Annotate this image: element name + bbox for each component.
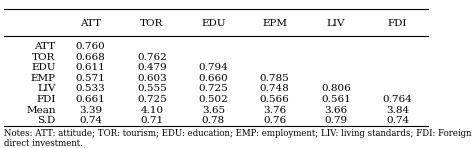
Text: 3.65: 3.65: [202, 106, 225, 115]
Text: S.D: S.D: [37, 116, 55, 125]
Text: EPM: EPM: [262, 19, 287, 28]
Text: 0.555: 0.555: [137, 84, 167, 93]
Text: 0.760: 0.760: [76, 42, 106, 51]
Text: 0.561: 0.561: [321, 95, 351, 104]
Text: EMP: EMP: [31, 74, 55, 83]
Text: 0.806: 0.806: [321, 84, 351, 93]
Text: Mean: Mean: [26, 106, 55, 115]
Text: 0.661: 0.661: [76, 95, 106, 104]
Text: EDU: EDU: [31, 63, 55, 72]
Text: EDU: EDU: [201, 19, 226, 28]
Text: 0.762: 0.762: [137, 53, 167, 62]
Text: TOR: TOR: [32, 53, 55, 62]
Text: 0.785: 0.785: [260, 74, 290, 83]
Text: 0.794: 0.794: [199, 63, 228, 72]
Text: 3.39: 3.39: [79, 106, 102, 115]
Text: 0.603: 0.603: [137, 74, 167, 83]
Text: 0.725: 0.725: [199, 84, 228, 93]
Text: 0.725: 0.725: [137, 95, 167, 104]
Text: 0.764: 0.764: [383, 95, 412, 104]
Text: 0.611: 0.611: [76, 63, 106, 72]
Text: 3.66: 3.66: [325, 106, 348, 115]
Text: 0.502: 0.502: [199, 95, 228, 104]
Text: LIV: LIV: [327, 19, 346, 28]
Text: FDI: FDI: [36, 95, 55, 104]
Text: 0.533: 0.533: [76, 84, 106, 93]
Text: 0.668: 0.668: [76, 53, 106, 62]
Text: 0.748: 0.748: [260, 84, 290, 93]
Text: 0.74: 0.74: [79, 116, 102, 125]
Text: LIV: LIV: [37, 84, 55, 93]
Text: FDI: FDI: [388, 19, 407, 28]
Text: TOR: TOR: [140, 19, 164, 28]
Text: ATT: ATT: [35, 42, 55, 51]
Text: 0.660: 0.660: [199, 74, 228, 83]
Text: Notes: ATT: attitude; TOR: tourism; EDU: education; EMP: employment; LIV: living: Notes: ATT: attitude; TOR: tourism; EDU:…: [4, 129, 472, 148]
Text: 0.571: 0.571: [76, 74, 106, 83]
Text: ATT: ATT: [80, 19, 101, 28]
Text: 0.79: 0.79: [325, 116, 348, 125]
Text: 0.76: 0.76: [263, 116, 286, 125]
Text: 3.76: 3.76: [263, 106, 286, 115]
Text: 0.78: 0.78: [202, 116, 225, 125]
Text: 4.10: 4.10: [140, 106, 164, 115]
Text: 0.71: 0.71: [140, 116, 164, 125]
Text: 0.479: 0.479: [137, 63, 167, 72]
Text: 0.566: 0.566: [260, 95, 290, 104]
Text: 3.84: 3.84: [386, 106, 409, 115]
Text: 0.74: 0.74: [386, 116, 409, 125]
